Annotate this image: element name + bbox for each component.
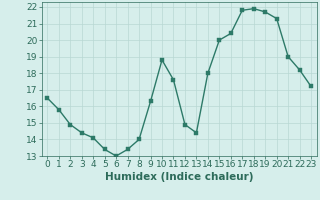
X-axis label: Humidex (Indice chaleur): Humidex (Indice chaleur) (105, 172, 253, 182)
